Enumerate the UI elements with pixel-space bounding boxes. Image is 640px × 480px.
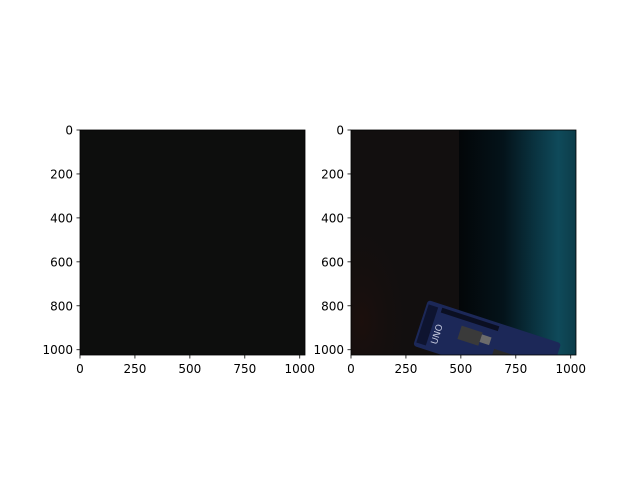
y-tick-label: 400 <box>50 211 73 225</box>
y-tick-label: 800 <box>321 299 344 313</box>
image-right: UNO <box>351 130 576 355</box>
axes-frame-right <box>350 129 577 356</box>
y-tick-label: 600 <box>321 255 344 269</box>
y-tick-label: 1000 <box>313 343 344 357</box>
y-tick-label: 0 <box>65 124 73 138</box>
x-tick-label: 750 <box>504 362 527 376</box>
y-tick-label: 800 <box>50 299 73 313</box>
y-tick-label: 200 <box>50 167 73 181</box>
x-tick-label: 1000 <box>555 362 586 376</box>
x-tick-label: 500 <box>449 362 472 376</box>
image-left <box>80 130 305 355</box>
x-tick-label: 0 <box>347 362 355 376</box>
y-tick-label: 0 <box>336 124 344 138</box>
x-tick-label: 250 <box>394 362 417 376</box>
x-tick-label: 250 <box>123 362 146 376</box>
y-tick-label: 400 <box>321 211 344 225</box>
x-tick-label: 1000 <box>284 362 315 376</box>
x-tick-label: 500 <box>178 362 201 376</box>
x-tick-label: 750 <box>233 362 256 376</box>
y-tick-label: 200 <box>321 167 344 181</box>
x-tick-label: 0 <box>76 362 84 376</box>
y-tick-label: 1000 <box>42 343 73 357</box>
y-tick-label: 600 <box>50 255 73 269</box>
arduino-board: UNO <box>413 300 561 355</box>
axes-frame-left <box>79 129 306 356</box>
